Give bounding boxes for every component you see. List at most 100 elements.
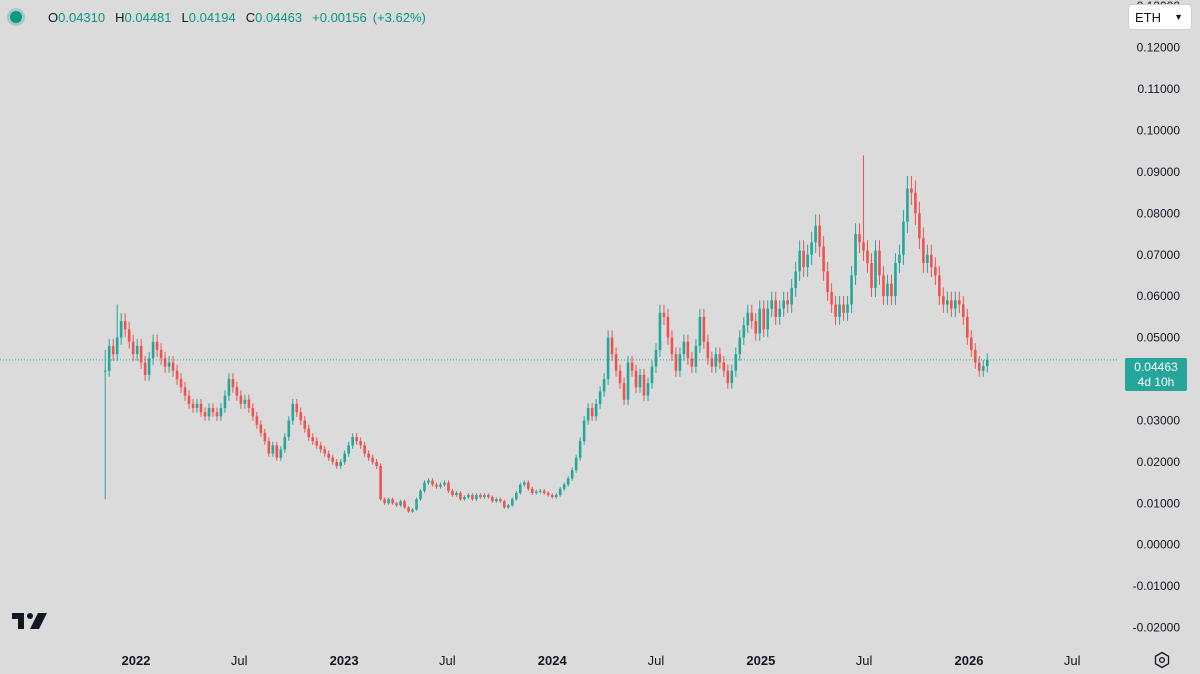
candle-body [195, 403, 199, 409]
candle-body [866, 250, 869, 264]
candle-body [890, 283, 893, 297]
candle-body [854, 234, 857, 276]
candle-body [522, 482, 526, 485]
candle-body [802, 250, 805, 268]
price-tick-label: 0.10000 [1137, 123, 1181, 137]
candle-body [742, 325, 746, 338]
candle-body [475, 495, 478, 500]
candle-body [291, 403, 295, 421]
candle-body [534, 491, 538, 493]
candle-body [714, 354, 718, 367]
candle-body [914, 192, 917, 214]
candle-body [654, 350, 658, 367]
candle-body [251, 408, 255, 417]
candle-body [954, 300, 957, 309]
candle-body [167, 362, 171, 367]
candle-body [874, 250, 877, 288]
price-axis[interactable]: 0.130000.120000.110000.100000.090000.080… [1133, 0, 1181, 635]
candle-body [159, 350, 163, 359]
time-tick-label: Jul [648, 653, 665, 668]
candle-body [223, 395, 227, 409]
candle-body [303, 420, 307, 429]
candle-body [431, 480, 434, 485]
candle-body [479, 495, 482, 498]
candle-body [826, 271, 829, 293]
settings-icon[interactable] [1153, 651, 1171, 674]
candle-body [638, 374, 642, 388]
candle-body [355, 437, 358, 442]
candle-body [586, 408, 590, 421]
candle-body [898, 254, 901, 264]
candle-body [115, 337, 119, 355]
candle-body [219, 408, 223, 417]
price-tick-label: 0.06000 [1137, 289, 1181, 303]
candle-body [938, 275, 941, 297]
candle-body [598, 391, 602, 404]
candle-body [610, 337, 614, 355]
candle-body [231, 379, 235, 388]
candles-layer [103, 155, 989, 513]
candle-body [383, 499, 386, 504]
price-tick-label: 0.12000 [1137, 41, 1181, 55]
time-tick-label: Jul [1064, 653, 1081, 668]
candle-body [782, 300, 785, 309]
candle-body [698, 316, 702, 346]
candle-body [127, 329, 131, 342]
candle-body [578, 441, 582, 458]
time-axis[interactable]: 2022 Jul 2023 Jul 2024 Jul 2025 Jul 2026 Jul [122, 653, 1081, 668]
candle-body [985, 359, 989, 367]
candle-body [514, 492, 518, 500]
candle-body [259, 424, 263, 433]
candle-body [930, 254, 933, 268]
candle-body [582, 420, 586, 442]
candle-body [463, 497, 466, 500]
candle-body [606, 337, 610, 380]
candle-body [343, 453, 346, 462]
candle-body [942, 296, 945, 305]
candle-body [674, 354, 678, 371]
candle-body [902, 221, 905, 255]
candle-body [630, 362, 634, 371]
candle-body [554, 495, 558, 498]
candle-body [347, 445, 350, 454]
candle-body [694, 345, 698, 367]
candle-body [415, 499, 418, 510]
candle-body [379, 466, 382, 500]
candle-body [969, 337, 973, 351]
candle-body [746, 312, 750, 326]
tradingview-logo-icon[interactable] [12, 611, 48, 636]
candle-body [806, 254, 809, 268]
candle-body [618, 370, 622, 384]
chevron-down-icon: ▼ [1174, 12, 1183, 22]
price-tick-label: 0.01000 [1137, 496, 1181, 510]
currency-select[interactable]: ETH ▼ [1128, 4, 1192, 30]
candle-body [331, 457, 335, 462]
change-value: +0.00156 [312, 9, 367, 25]
candle-body [247, 399, 251, 409]
candle-body [894, 263, 897, 297]
candle-body [858, 234, 861, 243]
candle-body [798, 250, 801, 272]
candle-body [491, 497, 494, 502]
candle-body [878, 250, 881, 276]
candle-body [391, 499, 394, 504]
price-tick-label: 0.11000 [1138, 82, 1181, 96]
candle-body [227, 379, 231, 396]
candle-body [123, 321, 127, 330]
open-value: 0.04310 [58, 9, 106, 25]
candle-body [283, 437, 287, 450]
candle-body [155, 341, 159, 351]
candle-body [187, 395, 191, 404]
candle-body [678, 354, 682, 371]
time-tick-label: Jul [856, 653, 873, 668]
candle-body [267, 441, 271, 454]
candle-body [758, 308, 762, 334]
candle-body [977, 362, 981, 371]
candle-body [834, 304, 837, 317]
candle-body [371, 457, 374, 462]
open-label: O [48, 9, 59, 25]
candle-body [467, 495, 470, 498]
candle-body [335, 461, 338, 467]
candle-body [562, 484, 566, 489]
